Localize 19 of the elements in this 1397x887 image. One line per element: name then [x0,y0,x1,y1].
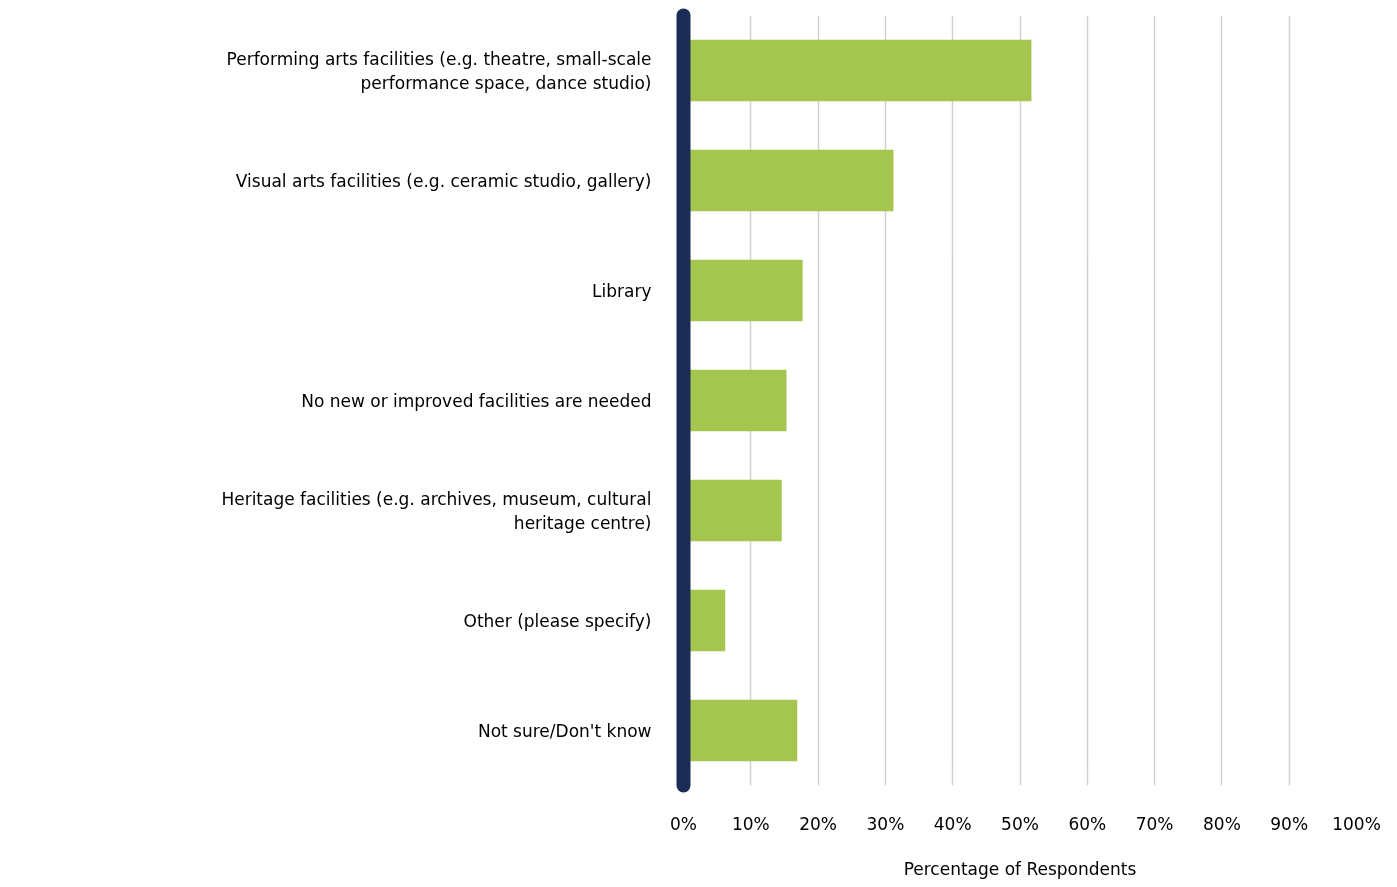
x-tick-label: 40% [933,813,972,834]
x-tick-label: 70% [1135,813,1174,834]
y-tick-label: Not sure/Don't know [477,720,652,741]
y-tick-label: Library [592,280,652,301]
x-tick-label: 60% [1068,813,1107,834]
y-tick-label: No new or improved facilities are needed [301,390,652,411]
x-axis-title: Percentage of Respondents [903,858,1137,879]
x-tick-label: 90% [1270,813,1309,834]
y-tick-label: Performing arts facilities (e.g. theatre, small-scale performance space, dance studio) [226,48,652,93]
x-tick-label: 10% [731,813,770,834]
x-tick-label: 30% [866,813,905,834]
y-tick-label: Other (please specify) [463,610,652,631]
x-tick-label: 0% [670,813,697,834]
x-tick-label: 80% [1203,813,1241,834]
y-tick-label: Visual arts facilities (e.g. ceramic studio, gallery) [235,170,652,191]
x-tick-label: 20% [799,813,837,834]
x-tick-label: 100% [1332,813,1381,834]
y-tick-label: Heritage facilities (e.g. archives, museum, cultural heritage centre) [221,488,652,533]
x-tick-label: 50% [1001,813,1039,834]
